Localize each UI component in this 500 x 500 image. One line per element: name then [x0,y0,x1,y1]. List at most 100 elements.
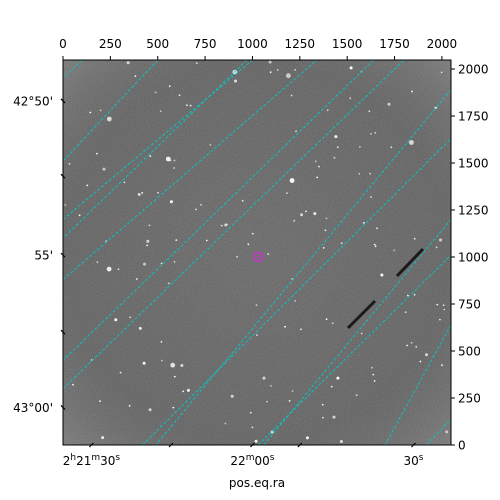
star [255,304,258,306]
star [165,156,171,162]
streak-1 [346,299,377,330]
star [419,360,422,363]
star [268,60,272,64]
star [154,91,157,94]
star [101,436,105,440]
star [241,199,244,202]
star [262,376,266,380]
star [436,303,439,306]
y-tick-label: 0 [458,439,466,453]
star [173,159,176,162]
star [99,109,102,112]
star [313,212,317,216]
star [331,322,334,325]
star [294,69,297,71]
target-marker-center [256,255,260,259]
star [114,318,118,322]
star [291,278,293,280]
star [224,422,227,425]
star [172,406,175,409]
y-tick-label: 500 [458,345,481,359]
dec-axis: 42°50' 55' 43°00' [13,94,66,415]
star [205,239,208,242]
star [220,224,223,227]
ra-tick [411,442,416,448]
star [269,71,272,74]
star [442,304,445,307]
star [267,253,270,255]
star [439,318,441,321]
dec-tick [60,329,66,335]
star [434,106,437,109]
x-tick-label: 1750 [379,37,410,51]
y-tick-label: 2000 [458,63,489,77]
star [256,334,258,336]
star [186,388,190,392]
x-tick-label: 0 [59,37,67,51]
star [106,116,112,122]
star [314,160,317,163]
star [355,394,358,396]
star [443,308,446,311]
star [340,242,343,245]
star [349,66,353,70]
star [360,332,363,335]
star [374,131,377,134]
star [200,204,202,206]
pixel-x-axis: 0 250 500 750 1000 1250 1500 1750 2000 [59,37,457,60]
star [325,217,328,220]
y-tick-label: 1250 [458,204,489,218]
star [209,144,212,146]
x-tick-label: 500 [146,37,169,51]
star [321,403,324,406]
star [293,219,296,222]
grid-line [384,324,451,445]
star [72,383,74,386]
star [64,204,67,206]
star [435,246,438,249]
plot-frame [62,59,452,446]
star [322,416,324,419]
x-tick-label: 1250 [285,37,316,51]
x-tick-label: 1500 [332,37,363,51]
star [325,318,328,321]
star [143,262,146,266]
star [373,243,376,246]
star [300,328,302,331]
star [230,394,234,398]
star [96,152,98,155]
star [440,71,443,74]
star [374,245,377,248]
star [425,353,428,357]
star [178,94,181,97]
star [135,278,138,280]
star [305,436,309,440]
pixel-y-axis: 0 250 500 750 1000 1250 1500 1750 2000 [451,63,489,453]
star [380,273,384,277]
star [286,192,288,195]
sky-image [63,60,451,445]
star [195,62,198,64]
grid-line [63,60,159,162]
star [294,300,297,302]
star [186,104,188,107]
star [372,373,375,376]
x-tick-label: 2000 [427,37,458,51]
star [336,146,339,149]
grid-line [155,89,451,445]
star [126,61,130,65]
x-tick-label: 750 [194,37,217,51]
star [96,261,99,263]
star [182,390,185,393]
star [369,172,371,175]
star [251,232,254,235]
coordinate-grid [63,60,451,445]
y-tick-label: 1000 [458,251,489,265]
grid-line [426,418,451,445]
star [413,293,416,296]
star [173,375,176,378]
dec-tick-label: 55' [34,249,53,263]
star [270,385,272,387]
grid-line [63,60,248,239]
star [445,430,449,434]
